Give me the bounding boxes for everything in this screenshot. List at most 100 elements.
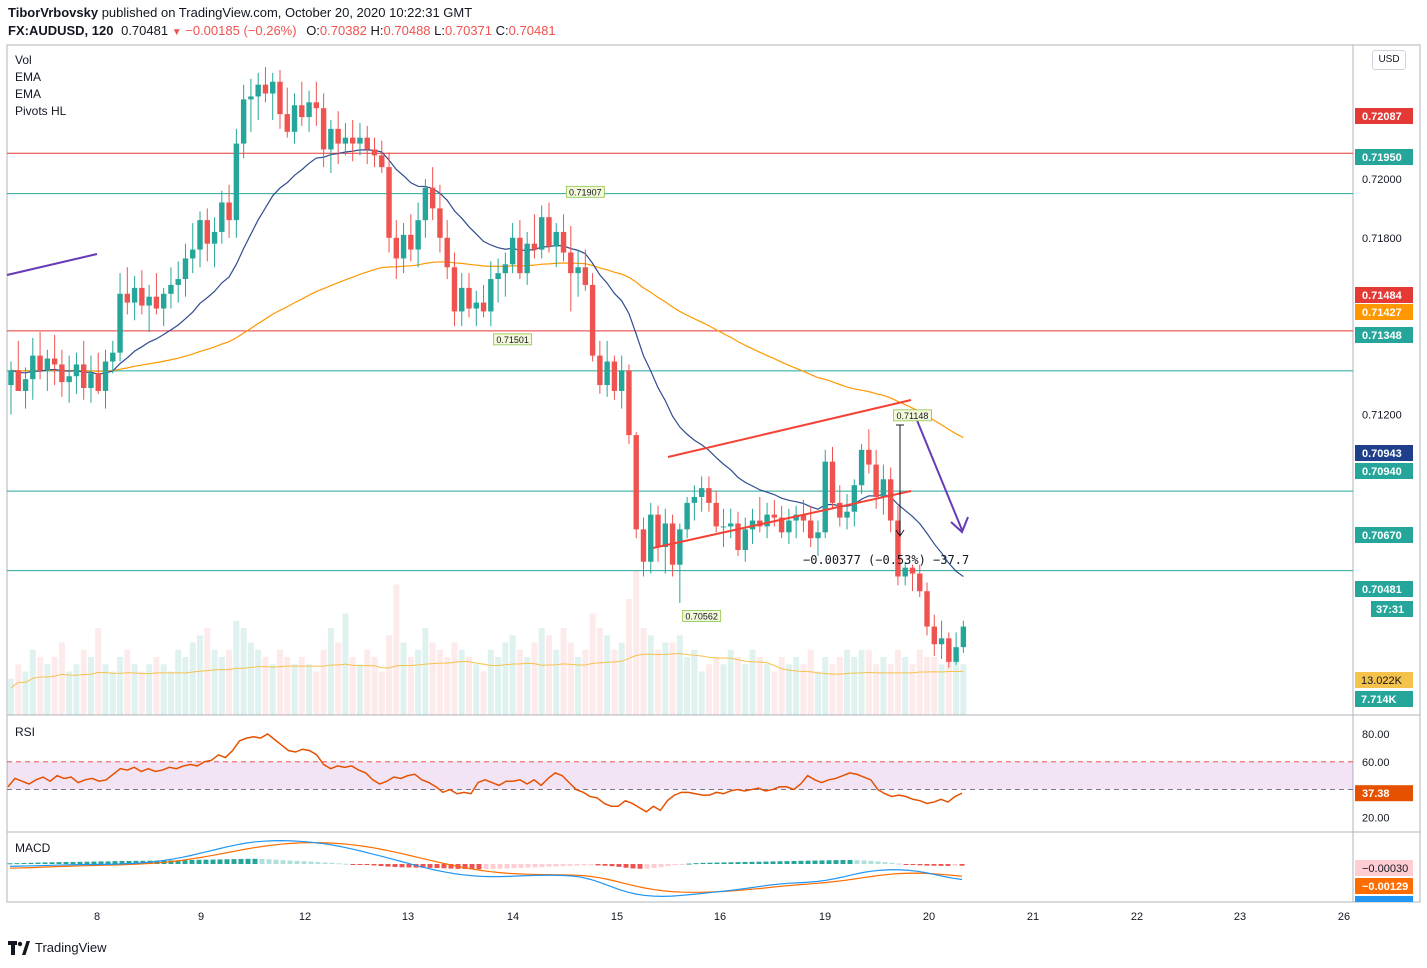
price-axis-label: 0.71800	[1362, 233, 1402, 245]
macd-histogram-bar	[770, 861, 776, 864]
macd-histogram-bar	[630, 864, 636, 869]
macd-histogram-bar	[168, 860, 174, 864]
volume-bar	[262, 657, 269, 715]
price-tag-label: 0.71950	[1362, 152, 1402, 164]
price-axis-label: 0.71200	[1362, 410, 1402, 422]
macd-histogram-bar	[714, 862, 720, 864]
volume-bar	[640, 628, 647, 715]
price-tag-label: 0.71484	[1362, 290, 1403, 302]
indicator-ema-slow[interactable]: EMA	[15, 87, 42, 101]
candle-body	[829, 461, 836, 503]
publisher-name[interactable]: TiborVrbovsky	[8, 5, 99, 20]
candle-body	[102, 361, 109, 391]
volume-tag	[1355, 691, 1413, 707]
macd-histogram-bar	[287, 860, 293, 864]
candle-body	[349, 137, 356, 144]
tradingview-logo[interactable]: TradingView	[8, 940, 107, 955]
macd-title[interactable]: MACD	[15, 841, 51, 855]
candle-body	[335, 128, 341, 144]
candle-body	[466, 287, 472, 309]
macd-histogram-bar	[861, 860, 867, 864]
macd-histogram-bar	[917, 864, 923, 866]
candle-body	[589, 284, 596, 356]
macd-histogram-bar	[840, 859, 846, 864]
time-axis-label: 16	[714, 911, 726, 923]
candle-body	[168, 284, 174, 294]
macd-histogram-bar	[553, 864, 559, 867]
candle-body	[284, 114, 290, 132]
candle-body	[66, 376, 72, 383]
macd-histogram-bar	[133, 860, 139, 864]
channel-lower-line[interactable]	[652, 490, 912, 549]
channel-upper-line[interactable]	[667, 399, 912, 458]
indicator-ema-fast[interactable]: EMA	[15, 70, 42, 84]
symbol-name[interactable]: FX:AUDUSD, 120	[8, 23, 114, 38]
pivot-label: 0.70562	[685, 611, 718, 621]
macd-histogram-bar	[77, 861, 83, 864]
rsi-line	[7, 733, 963, 813]
candle-body	[524, 243, 530, 274]
time-axis-label: 9	[198, 911, 204, 923]
price-tag	[1355, 445, 1413, 461]
price-tag-label: 0.71427	[1362, 307, 1402, 319]
macd-histogram-bar	[728, 862, 734, 864]
currency-button[interactable]: USD	[1372, 50, 1406, 70]
rsi-axis-label: 60.00	[1362, 757, 1390, 769]
volume-bar	[676, 635, 683, 715]
volume-bar	[444, 657, 451, 715]
trendline-drawing[interactable]	[6, 253, 98, 276]
macd-histogram-bar	[210, 859, 216, 864]
volume-bar	[473, 664, 480, 715]
candle-body	[459, 287, 465, 312]
arrow-drawing[interactable]	[913, 412, 963, 531]
macd-histogram-bar	[224, 859, 230, 864]
candle-body	[560, 231, 567, 253]
volume-bar	[960, 664, 967, 715]
macd-histogram-bar	[812, 860, 818, 864]
candle-body	[131, 287, 138, 303]
macd-histogram-bar	[336, 863, 342, 865]
candle-body	[240, 99, 247, 144]
candle-body	[917, 573, 923, 592]
candle-body	[30, 355, 36, 380]
chart-frame	[6, 44, 1421, 903]
volume-bar	[713, 657, 720, 715]
macd-histogram-bar	[707, 862, 713, 864]
time-axis-label: 26	[1338, 911, 1350, 923]
macd-histogram-bar	[189, 859, 195, 864]
volume-bar	[502, 642, 509, 715]
indicator-vol[interactable]: Vol	[15, 53, 32, 67]
candle-body	[815, 532, 821, 539]
macd-histogram-bar	[420, 864, 426, 868]
macd-histogram-bar	[329, 862, 335, 864]
volume-bar	[618, 642, 625, 715]
macd-histogram-bar	[938, 864, 944, 866]
macd-histogram-bar	[910, 864, 916, 865]
macd-histogram-bar	[532, 864, 538, 868]
macd-signal-tag	[1355, 878, 1413, 894]
volume-bar	[553, 649, 560, 715]
candle-body	[59, 364, 65, 383]
rsi-title[interactable]: RSI	[15, 725, 36, 739]
macd-histogram-bar	[378, 864, 384, 867]
volume-bar	[109, 671, 116, 715]
low-label: L:	[434, 23, 446, 38]
price-tag	[1355, 304, 1413, 320]
time-axis-label: 8	[94, 911, 100, 923]
indicator-pivots[interactable]: Pivots HL	[15, 104, 67, 118]
macd-histogram-bar	[476, 864, 482, 870]
candle-body	[306, 102, 312, 118]
volume-bar	[466, 657, 473, 715]
volume-bar	[589, 613, 596, 715]
macd-histogram-bar	[826, 860, 832, 864]
macd-histogram-bar	[126, 860, 132, 864]
macd-histogram-bar	[427, 864, 433, 868]
candle-body	[597, 355, 603, 386]
ema-slow-line	[10, 261, 964, 439]
macd-histogram-bar	[196, 859, 202, 864]
volume-bar	[80, 649, 87, 715]
volume-bar	[189, 642, 196, 715]
macd-histogram-bar	[357, 864, 363, 865]
macd-histogram-bar	[637, 864, 643, 869]
